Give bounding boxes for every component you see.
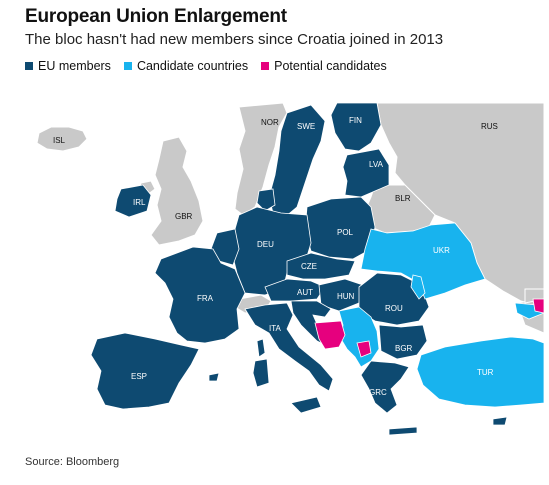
country-arm (532, 298, 544, 314)
label-gbr: GBR (175, 212, 193, 221)
source-note: Source: Bloomberg (25, 456, 120, 468)
country-bih (314, 320, 346, 350)
legend: EU members Candidate countries Potential… (25, 59, 387, 73)
country-corsica (256, 338, 266, 358)
country-sardinia (252, 358, 270, 388)
europe-map: ISL NOR SWE FIN RUS LVA IRL GBR BLR DEU … (25, 103, 544, 445)
country-gbr (150, 136, 204, 246)
country-cyp (492, 416, 508, 426)
legend-swatch-eu (25, 62, 33, 70)
country-mda (410, 274, 426, 300)
label-swe: SWE (297, 122, 315, 131)
legend-item-eu: EU members (25, 59, 111, 73)
country-swe (268, 104, 326, 218)
label-hun: HUN (337, 292, 355, 301)
potential-candidates (314, 298, 544, 358)
legend-item-candidate: Candidate countries (123, 59, 249, 73)
label-bgr: BGR (395, 344, 413, 353)
legend-swatch-candidate (123, 62, 132, 70)
label-grc: GRC (369, 388, 387, 397)
country-nor (234, 103, 288, 216)
legend-label-eu: EU members (38, 59, 111, 73)
label-irl: IRL (133, 198, 146, 207)
label-rou: ROU (385, 304, 403, 313)
country-ukr (360, 222, 486, 300)
eu-countries (90, 103, 508, 436)
chart-subtitle: The bloc hasn't had new members since Cr… (25, 31, 444, 48)
legend-label-candidate: Candidate countries (136, 59, 249, 73)
label-isl: ISL (53, 136, 66, 145)
label-tur: TUR (477, 368, 494, 377)
country-baltics (342, 148, 390, 198)
label-deu: DEU (257, 240, 274, 249)
legend-label-potential: Potential candidates (274, 59, 387, 73)
legend-item-potential: Potential candidates (261, 59, 387, 73)
label-blr: BLR (395, 194, 411, 203)
country-fra (154, 246, 246, 344)
label-cze: CZE (301, 262, 317, 271)
country-crete (388, 426, 418, 436)
legend-swatch-potential (261, 62, 270, 70)
country-dnk (256, 188, 276, 212)
label-ita: ITA (269, 324, 282, 333)
chart-title: European Union Enlargement (25, 6, 287, 27)
label-lva: LVA (369, 160, 384, 169)
country-isl (36, 126, 88, 152)
label-nor: NOR (261, 118, 279, 127)
label-fin: FIN (349, 116, 362, 125)
label-esp: ESP (131, 372, 147, 381)
country-esp (90, 332, 200, 410)
label-rus: RUS (481, 122, 498, 131)
label-fra: FRA (197, 294, 214, 303)
country-irl (114, 184, 152, 218)
country-cze-svk (286, 252, 356, 280)
label-aut: AUT (297, 288, 313, 297)
country-balearic (208, 372, 220, 382)
country-fin (330, 103, 382, 152)
label-ukr: UKR (433, 246, 450, 255)
label-pol: POL (337, 228, 354, 237)
country-labels: ISL NOR SWE FIN RUS LVA IRL GBR BLR DEU … (53, 116, 498, 397)
country-tur (416, 336, 544, 408)
country-kos (356, 340, 372, 358)
country-grc (360, 360, 410, 414)
country-ita (244, 302, 334, 392)
country-bgr (378, 324, 428, 360)
country-sicily (290, 396, 322, 414)
